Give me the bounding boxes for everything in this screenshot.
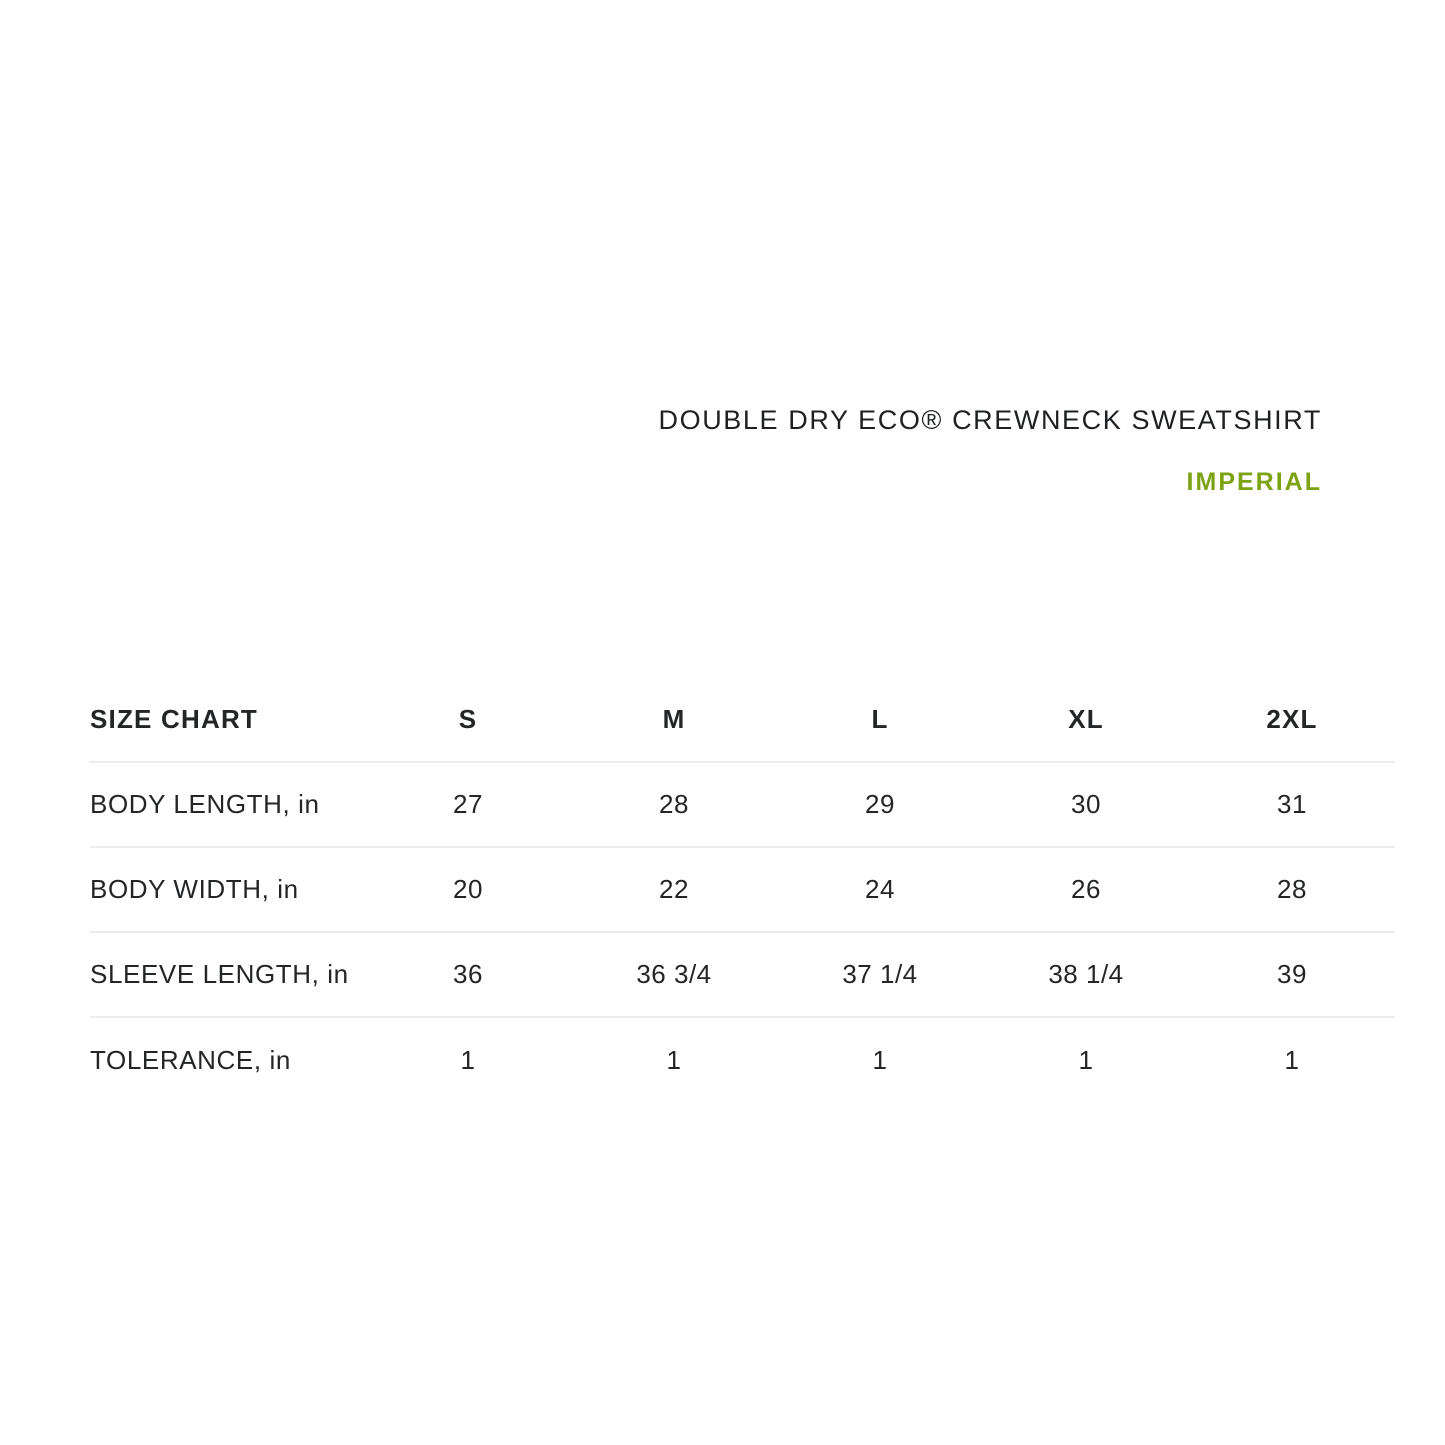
size-cell: 20 xyxy=(453,874,483,904)
column-header-xl: XL xyxy=(1068,703,1104,734)
size-table-header-row: SIZE CHART S M L XL 2XL xyxy=(90,677,1395,762)
size-cell: 36 3/4 xyxy=(636,959,712,989)
size-cell: 27 xyxy=(453,789,483,819)
size-cell: 30 xyxy=(1071,789,1101,819)
size-cell: 36 xyxy=(453,959,483,989)
column-header-s: S xyxy=(458,703,478,734)
size-cell: 1 xyxy=(1284,1044,1300,1075)
size-cell: 28 xyxy=(1277,874,1307,904)
size-cell: 1 xyxy=(872,1044,888,1075)
column-header-l: L xyxy=(871,703,889,734)
page-title: DOUBLE DRY ECO® CREWNECK SWEATSHIRT xyxy=(658,405,1322,435)
row-label: TOLERANCE, in xyxy=(90,1044,291,1075)
table-row-tolerance: TOLERANCE, in 1 1 1 1 1 xyxy=(90,1017,1395,1102)
size-cell: 29 xyxy=(865,789,895,819)
table-row-sleeve-length: SLEEVE LENGTH, in 36 36 3/4 37 1/4 38 1/… xyxy=(90,932,1395,1017)
size-chart-table: SIZE CHART S M L XL 2XL BODY LENGTH, in … xyxy=(90,677,1395,1102)
size-cell: 22 xyxy=(659,874,689,904)
table-row-body-length: BODY LENGTH, in 27 28 29 30 31 xyxy=(90,762,1395,847)
column-header-2xl: 2XL xyxy=(1266,703,1318,734)
size-cell: 38 1/4 xyxy=(1048,959,1124,989)
size-cell: 37 1/4 xyxy=(842,959,918,989)
table-row-body-width: BODY WIDTH, in 20 22 24 26 28 xyxy=(90,847,1395,932)
size-cell: 26 xyxy=(1071,874,1101,904)
row-label: BODY LENGTH, in xyxy=(90,789,320,819)
size-cell: 31 xyxy=(1277,789,1307,819)
column-header-m: M xyxy=(662,703,686,734)
size-cell: 24 xyxy=(865,874,895,904)
row-label: BODY WIDTH, in xyxy=(90,874,299,904)
size-cell: 1 xyxy=(666,1044,682,1075)
size-cell: 1 xyxy=(460,1044,476,1075)
size-cell: 39 xyxy=(1277,959,1307,989)
row-label: SLEEVE LENGTH, in xyxy=(90,959,349,989)
size-chart-corner-label: SIZE CHART xyxy=(90,703,258,734)
size-cell: 28 xyxy=(659,789,689,819)
header-block: DOUBLE DRY ECO® CREWNECK SWEATSHIRT IMPE… xyxy=(659,406,1323,495)
size-cell: 1 xyxy=(1078,1044,1094,1075)
unit-toggle-imperial[interactable]: IMPERIAL xyxy=(1186,468,1322,496)
